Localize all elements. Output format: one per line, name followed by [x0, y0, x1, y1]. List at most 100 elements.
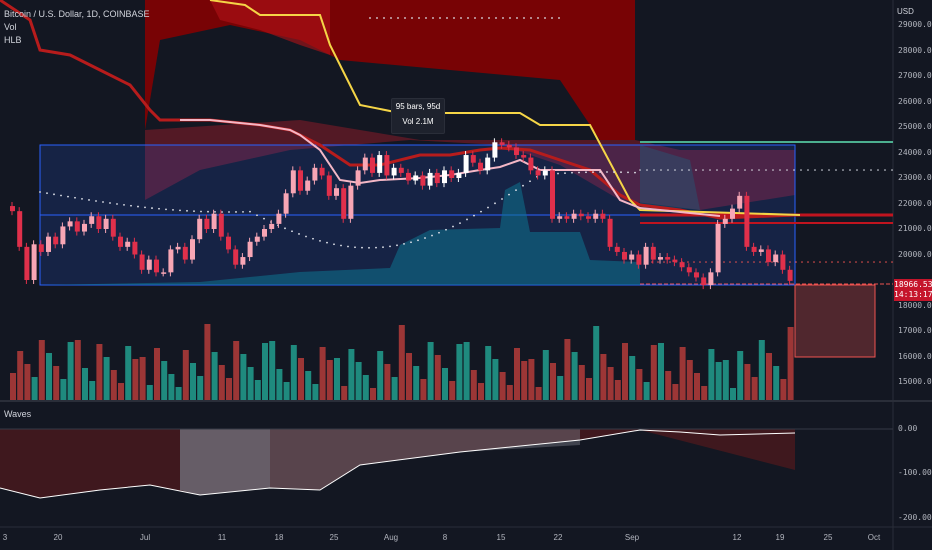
- candle: [168, 249, 174, 273]
- dotted-line-point: [382, 246, 384, 249]
- dotted-line-point: [144, 206, 146, 209]
- candle: [348, 185, 354, 219]
- volume-bar: [773, 366, 780, 400]
- vol-indicator-label[interactable]: Vol: [4, 22, 17, 32]
- dotted-line-point: [627, 171, 629, 174]
- dotted-level-point: [730, 169, 732, 171]
- candle: [773, 254, 779, 263]
- dotted-top-point: [418, 17, 420, 19]
- profile-upper: [640, 145, 700, 210]
- volume-bar: [413, 366, 420, 400]
- dotted-level-point: [653, 169, 655, 171]
- volume-bar: [744, 364, 751, 400]
- volume-bar: [398, 325, 405, 400]
- candle: [708, 272, 714, 286]
- candle: [139, 254, 145, 270]
- dotted-line-point: [186, 209, 188, 212]
- dotted-line-point: [67, 195, 69, 198]
- dotted-line-point: [487, 206, 489, 209]
- volume-bar: [60, 379, 67, 400]
- candle: [442, 170, 447, 184]
- time-tick-label: 3: [2, 533, 8, 542]
- dotted-red-point: [795, 261, 797, 263]
- candle: [514, 147, 519, 156]
- volume-bar: [434, 355, 441, 400]
- candle: [607, 218, 613, 247]
- volume-bar: [636, 369, 643, 400]
- volume-bar: [110, 370, 117, 400]
- price-tick-label: 18000.00: [898, 300, 932, 310]
- symbol-title[interactable]: Bitcoin / U.S. Dollar, 1D, COINBASE: [4, 9, 150, 19]
- volume-bar: [751, 377, 758, 400]
- candle: [780, 254, 786, 270]
- volume-bar: [737, 351, 744, 400]
- volume-bar: [262, 343, 268, 400]
- candle: [67, 221, 73, 227]
- volume-bar: [643, 382, 650, 400]
- projection-box: [794, 284, 876, 358]
- candle: [377, 155, 383, 173]
- candle: [751, 246, 757, 252]
- volume-bar: [593, 326, 600, 400]
- price-tick-label: 21000.00: [898, 224, 932, 233]
- volume-bar: [89, 381, 96, 400]
- dotted-line-point: [508, 193, 510, 196]
- volume-bar: [672, 384, 679, 400]
- time-tick-label: 18: [274, 533, 284, 542]
- volume-bar: [74, 340, 81, 400]
- dotted-line-point: [634, 171, 636, 174]
- volume-bar: [492, 359, 499, 400]
- dotted-line-point: [571, 171, 573, 174]
- volume-bar: [218, 365, 225, 400]
- dotted-top-point: [376, 17, 378, 19]
- dotted-top-point: [446, 17, 448, 19]
- time-tick-label: 8: [442, 533, 448, 542]
- dotted-top-point: [558, 17, 560, 19]
- dotted-red-point: [789, 261, 791, 263]
- dotted-top-point: [453, 17, 455, 19]
- waves-tick-label: -200.00: [898, 513, 932, 522]
- dotted-red-point: [867, 261, 869, 263]
- candle: [312, 167, 318, 181]
- dotted-top-point: [474, 17, 476, 19]
- dotted-red-point: [735, 261, 737, 263]
- dotted-top-point: [390, 17, 392, 19]
- dotted-top-point: [369, 17, 371, 19]
- dotted-level-point: [786, 169, 788, 171]
- volume-bar: [463, 342, 470, 400]
- dotted-line-point: [417, 239, 419, 242]
- hlb-indicator-label[interactable]: HLB: [4, 35, 22, 45]
- waves-indicator-label[interactable]: Waves: [4, 409, 32, 419]
- volume-bar: [701, 386, 708, 400]
- candle: [622, 251, 627, 260]
- volume-bar: [175, 387, 182, 400]
- dotted-red-point: [657, 261, 659, 263]
- dotted-line-point: [403, 243, 405, 245]
- dotted-level-point: [877, 169, 879, 171]
- candle: [132, 241, 138, 255]
- dotted-red-point: [753, 261, 755, 263]
- dotted-line-point: [396, 244, 398, 247]
- dotted-line-point: [473, 214, 475, 217]
- candle: [737, 195, 743, 209]
- candle: [276, 213, 282, 224]
- volume-bar: [276, 369, 283, 400]
- dotted-level-point: [814, 169, 816, 171]
- dotted-line-point: [424, 237, 426, 239]
- dotted-line-point: [165, 208, 167, 211]
- time-tick-label: Sep: [624, 533, 640, 542]
- candle: [103, 218, 109, 229]
- volume-bar: [629, 356, 636, 400]
- dotted-red-point: [711, 261, 713, 263]
- dotted-line-point: [515, 189, 517, 192]
- dotted-level-point: [646, 169, 648, 171]
- volume-bar: [679, 347, 686, 400]
- volume-bar: [557, 376, 564, 400]
- volume-bar: [514, 348, 520, 400]
- dotted-line-point: [151, 207, 153, 209]
- dotted-level-point: [681, 169, 683, 171]
- dotted-top-point: [467, 17, 469, 19]
- dotted-red-point: [729, 261, 731, 263]
- dotted-red-point: [819, 261, 821, 263]
